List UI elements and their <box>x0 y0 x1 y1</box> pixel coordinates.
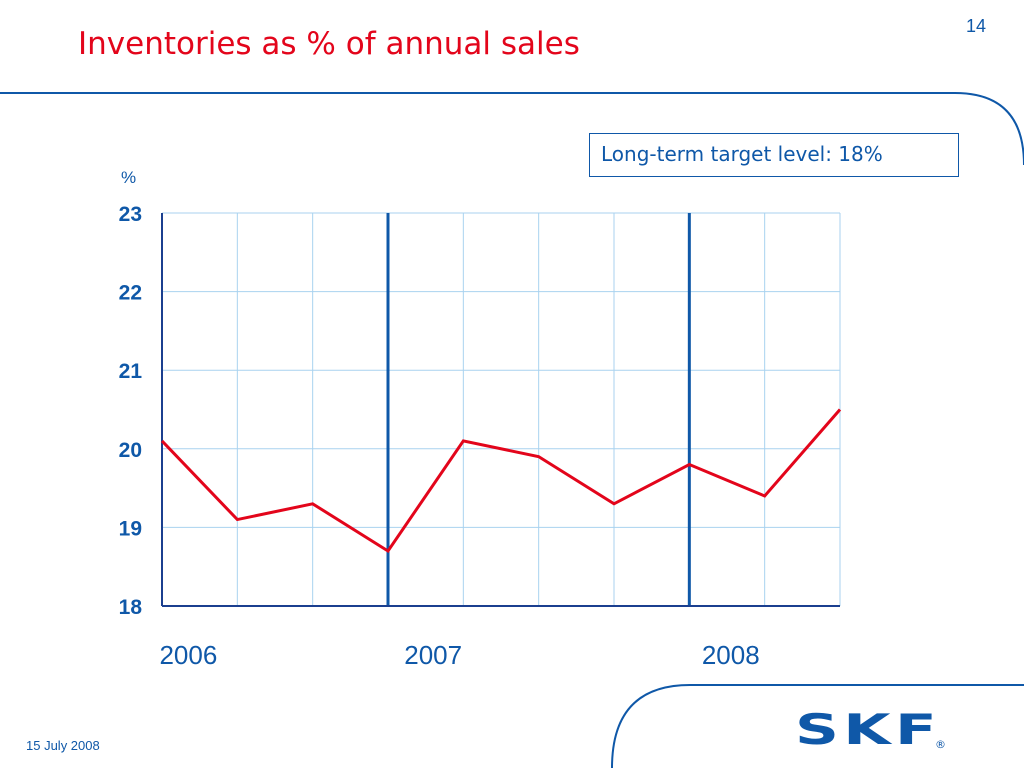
page-number: 14 <box>965 16 986 36</box>
series-line <box>160 408 842 554</box>
x-year-label: 2006 <box>159 640 217 670</box>
x-year-label: 2008 <box>702 640 760 670</box>
target-level-box: Long-term target level: 18% <box>589 133 959 177</box>
target-level-text: Long-term target level: 18% <box>601 142 883 166</box>
y-tick-label: 22 <box>119 282 142 305</box>
top-frame-curve <box>0 92 1024 166</box>
bottom-frame-curve <box>611 684 1024 768</box>
y-tick-label: 18 <box>119 596 143 619</box>
y-tick-label: 23 <box>119 203 142 226</box>
page-title: Inventories as % of annual sales <box>78 26 580 62</box>
y-tick-label: 19 <box>119 517 142 540</box>
skf-logo-wordmark: SKF <box>795 708 941 752</box>
footer-date: 15 July 2008 <box>26 738 100 753</box>
x-year-label: 2007 <box>404 640 462 670</box>
y-axis-unit-label: % <box>121 168 137 187</box>
registered-mark: ® <box>935 738 946 751</box>
y-tick-label: 21 <box>119 360 143 383</box>
skf-logo: SKF ® <box>795 708 946 752</box>
y-tick-label: 20 <box>119 439 142 462</box>
